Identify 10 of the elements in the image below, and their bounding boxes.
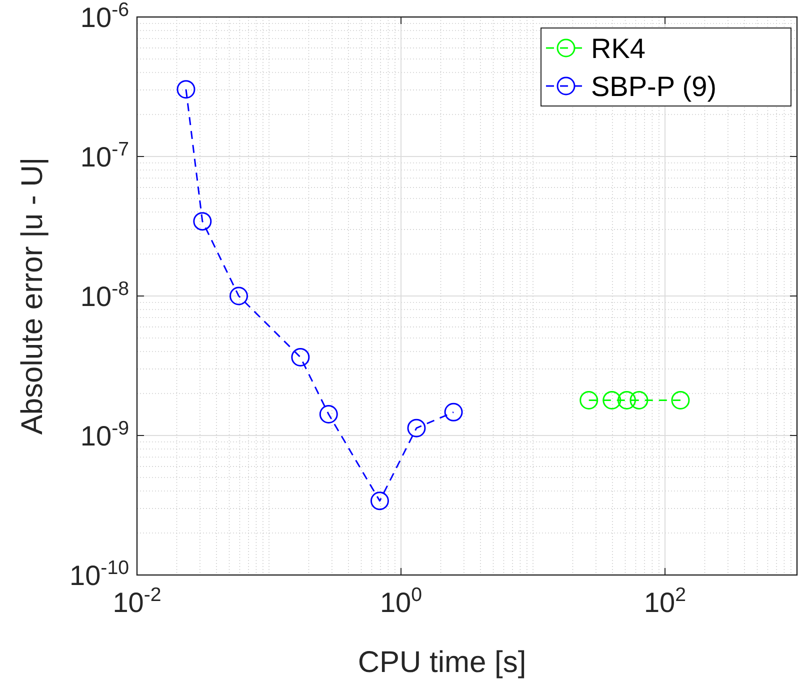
x-tick-label: 10$^{0}$ [380, 584, 422, 618]
y-tick-label: 10$^{-9}$ [80, 418, 129, 452]
x-tick-label: 10$^{2}$ [644, 584, 686, 618]
y-tick-label: 10$^{-7}$ [80, 138, 129, 172]
legend-label: SBP-P (9) [591, 71, 717, 102]
y-tick-label: 10$^{-8}$ [80, 278, 130, 312]
y-tick-label: 10$^{-6}$ [80, 0, 130, 33]
y-axis-title: Absolute error |u - U| [16, 157, 49, 435]
x-axis-title: CPU time [s] [358, 646, 526, 679]
legend-label: RK4 [591, 33, 646, 64]
